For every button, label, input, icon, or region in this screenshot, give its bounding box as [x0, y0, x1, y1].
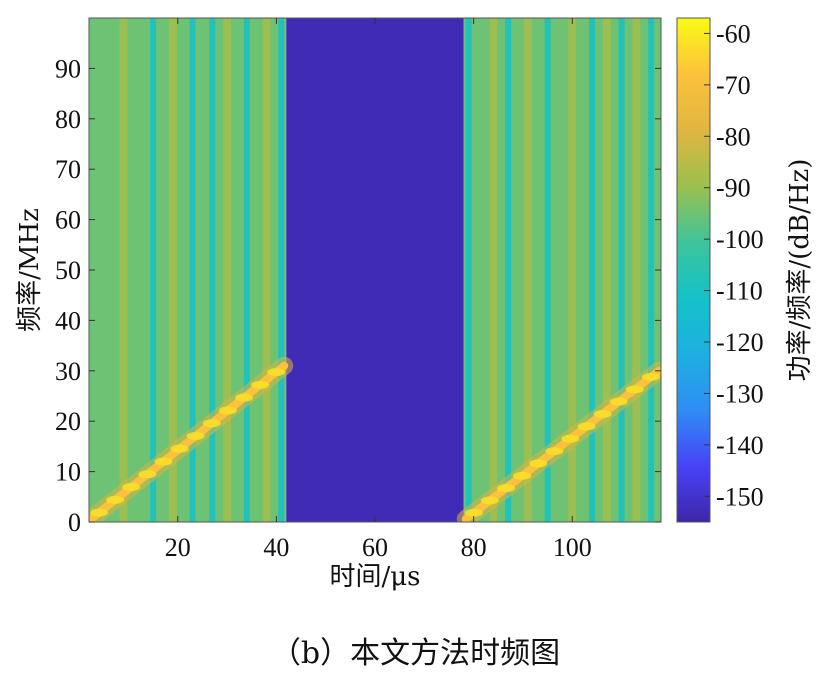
y-tick-label: 90 — [55, 54, 81, 83]
chirp-peak — [251, 380, 270, 389]
low-power-stripe — [648, 18, 655, 522]
high-power-stripe — [223, 18, 232, 522]
colorbar-tick-label: -70 — [716, 71, 751, 100]
high-power-stripe — [602, 18, 611, 522]
high-power-stripe — [489, 18, 498, 522]
chirp-peak — [267, 368, 286, 377]
y-tick-label: 10 — [55, 458, 81, 487]
y-tick-label: 50 — [55, 256, 81, 285]
low-power-stripe — [189, 18, 196, 522]
silent-gap-region — [286, 18, 464, 522]
y-tick-label: 30 — [55, 357, 81, 386]
chirp-peak — [593, 410, 612, 419]
chirp-peak — [545, 447, 564, 456]
low-power-stripe — [544, 18, 551, 522]
low-power-stripe — [505, 18, 512, 522]
colorbar-label: 功率/频率/(dB/Hz) — [785, 159, 815, 382]
chirp-peak — [561, 434, 580, 443]
chirp-peak — [170, 444, 189, 453]
low-power-stripe — [243, 18, 250, 522]
chirp-peak — [480, 496, 499, 505]
x-tick-label: 60 — [362, 533, 388, 562]
chirp-peak — [106, 495, 125, 504]
y-tick-label: 60 — [55, 206, 81, 235]
chirp-trace — [461, 366, 661, 522]
chirp-peak — [138, 470, 157, 479]
chirp-peak — [497, 484, 516, 493]
chirp-peak — [218, 406, 237, 415]
x-tick-label: 40 — [263, 533, 289, 562]
chirp-peak — [186, 431, 205, 440]
chirp-trace — [89, 361, 289, 522]
y-axis-ticks: 0 10 20 30 40 50 60 70 80 90 — [55, 54, 661, 537]
y-axis-label: 频率/MHz — [15, 208, 45, 332]
spectrogram-figure: 20 40 60 80 100 0 10 20 30 40 50 60 70 80 90 时间/μs 频率… — [15, 17, 815, 592]
figure-caption: （b）本文方法时频图 — [270, 636, 561, 671]
colorbar-ticks: -60 -70 -80 -90 -100 -110 -120 -130 -140 -150 — [704, 19, 764, 511]
x-tick-label: 100 — [553, 533, 592, 562]
x-tick-label: 20 — [165, 533, 191, 562]
x-axis-ticks: 20 40 60 80 100 — [165, 18, 592, 562]
low-power-stripe — [465, 18, 472, 522]
high-power-stripe — [523, 18, 532, 522]
colorbar-tick-label: -80 — [716, 122, 751, 151]
chirp-peak — [529, 459, 548, 468]
chirp-peak — [202, 419, 221, 428]
low-power-stripe — [588, 18, 595, 522]
low-power-stripe — [278, 18, 285, 522]
chirp-peak — [641, 372, 660, 381]
high-power-stripe — [632, 18, 641, 522]
chirp-peak — [609, 397, 628, 406]
high-power-stripe — [119, 18, 128, 522]
chirp-peak — [154, 457, 173, 466]
colorbar-tick-label: -110 — [716, 277, 763, 306]
x-tick-label: 80 — [461, 533, 487, 562]
chirp-peak — [234, 393, 253, 402]
x-axis-label: 时间/μs — [329, 562, 420, 592]
chirp-peak — [464, 508, 483, 517]
colorbar-tick-label: -90 — [716, 174, 751, 203]
colorbar-tick-label: -100 — [716, 225, 764, 254]
power-stripes — [119, 18, 655, 522]
high-power-stripe — [262, 18, 271, 522]
high-power-stripe — [168, 18, 177, 522]
colorbar — [676, 17, 711, 523]
chirp-peak — [90, 508, 109, 517]
y-tick-label: 40 — [55, 306, 81, 335]
y-tick-label: 20 — [55, 407, 81, 436]
chirp-peak — [513, 471, 532, 480]
chirp-peak — [577, 422, 596, 431]
colorbar-tick-label: -120 — [716, 328, 764, 357]
colorbar-tick-label: -150 — [716, 482, 764, 511]
chirp-traces — [89, 356, 661, 522]
y-tick-label: 70 — [55, 155, 81, 184]
low-power-stripe — [150, 18, 157, 522]
colorbar-tick-label: -140 — [716, 431, 764, 460]
high-power-stripe — [568, 18, 577, 522]
y-tick-label: 0 — [68, 508, 81, 537]
y-tick-label: 80 — [55, 105, 81, 134]
low-power-stripe — [618, 18, 625, 522]
colorbar-tick-label: -130 — [716, 379, 764, 408]
chirp-peak — [625, 385, 644, 394]
heatmap-plot-area — [89, 18, 661, 522]
colorbar-tick-label: -60 — [716, 19, 751, 48]
chirp-peak — [122, 483, 141, 492]
low-power-stripe — [209, 18, 216, 522]
